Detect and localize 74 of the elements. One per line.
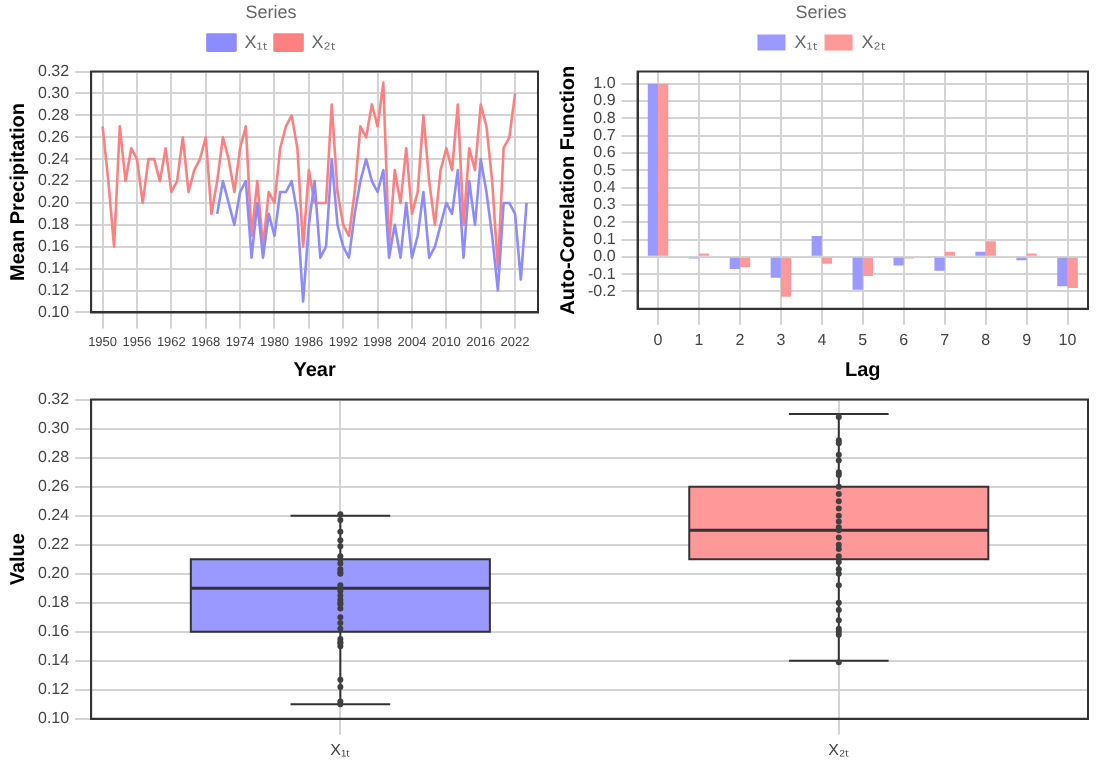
y-tick-label: 0.8 <box>593 108 617 127</box>
y-tick-label: 0.32 <box>37 62 71 81</box>
bar <box>893 257 904 266</box>
y-tick-label: 0.2 <box>593 212 617 231</box>
bar <box>985 241 996 256</box>
y-tick-label: 0.16 <box>37 622 71 641</box>
y-tick-label: 0.20 <box>37 193 71 212</box>
bar <box>811 236 822 256</box>
y-tick-label: 0.14 <box>37 651 71 670</box>
y-tick-label: 0.7 <box>593 126 617 145</box>
y-tick-label: 0.22 <box>37 535 71 554</box>
y-tick-label: 0.32 <box>37 390 71 409</box>
y-tick-label: 0.18 <box>37 215 71 234</box>
y-tick-label: 0.24 <box>37 506 71 525</box>
x-axis-title: Year <box>293 359 336 382</box>
y-tick-label: 0.9 <box>593 91 617 110</box>
y-tick-label: 0.20 <box>37 564 71 583</box>
x-tick-label: 4 <box>817 330 828 349</box>
x-tick-label: 6 <box>899 330 910 349</box>
bar <box>658 83 669 256</box>
x-tick-label: 8 <box>981 330 992 349</box>
y-tick-label: 0.3 <box>593 195 617 214</box>
y-tick-label: 0.12 <box>37 280 71 299</box>
y-tick-label: 0.14 <box>37 259 71 278</box>
legend-label: X₂ₜ <box>311 31 335 52</box>
y-tick-label: 0.10 <box>37 302 71 321</box>
bar <box>770 257 781 278</box>
y-tick-label: 0.5 <box>593 160 617 179</box>
y-tick-label: 0.30 <box>37 83 71 102</box>
y-tick-label: -0.1 <box>587 264 617 283</box>
bar <box>729 257 740 269</box>
bar <box>1057 257 1068 287</box>
bar <box>647 83 659 256</box>
legend-title: Series <box>245 1 298 22</box>
bar <box>852 257 863 290</box>
bar <box>780 257 792 297</box>
y-tick-label: 0.18 <box>37 593 71 612</box>
y-tick-label: 0.12 <box>37 680 71 699</box>
y-tick-label: 1.0 <box>593 74 617 93</box>
legend-label: X₁ₜ <box>794 31 817 52</box>
y-axis-title: Value <box>7 532 30 586</box>
x-tick-label: 2 <box>735 330 746 349</box>
x-axis-title: Lag <box>845 359 881 382</box>
bar <box>862 257 874 276</box>
y-tick-label: 0.0 <box>593 247 617 266</box>
y-tick-label: 0.28 <box>37 105 71 124</box>
y-tick-label: 0.24 <box>37 149 71 168</box>
y-tick-label: 0.1 <box>593 229 617 248</box>
y-tick-label: 0.30 <box>37 419 71 438</box>
y-tick-label: 0.4 <box>593 178 617 197</box>
bar <box>1067 257 1078 289</box>
legend-label: X₁ₜ <box>244 31 267 52</box>
bar <box>934 257 945 271</box>
y-tick-label: 0.26 <box>37 477 71 496</box>
x-tick-label: 5 <box>858 330 869 349</box>
x-tick-label: 7 <box>940 330 951 349</box>
y-tick-label: 0.6 <box>593 143 617 162</box>
legend-title: Series <box>795 1 848 22</box>
x-tick-label: 10 <box>1058 330 1078 349</box>
bar <box>739 257 751 268</box>
x-tick-label: 1 <box>694 330 705 349</box>
bar <box>821 257 833 264</box>
x-tick-label: 9 <box>1022 330 1033 349</box>
y-tick-label: 0.10 <box>37 709 71 728</box>
y-tick-label: 0.28 <box>37 448 71 467</box>
y-tick-label: 0.26 <box>37 127 71 146</box>
y-tick-label: 0.22 <box>37 171 71 190</box>
x-tick-label: 0 <box>653 330 664 349</box>
y-axis-title: Auto-Correlation Function <box>557 65 580 315</box>
legend-label: X₂ₜ <box>861 31 885 52</box>
y-axis-title: Mean Precipitation <box>7 103 30 281</box>
y-tick-label: -0.2 <box>587 281 617 300</box>
y-tick-label: 0.16 <box>37 237 71 256</box>
x-tick-label: 3 <box>776 330 787 349</box>
